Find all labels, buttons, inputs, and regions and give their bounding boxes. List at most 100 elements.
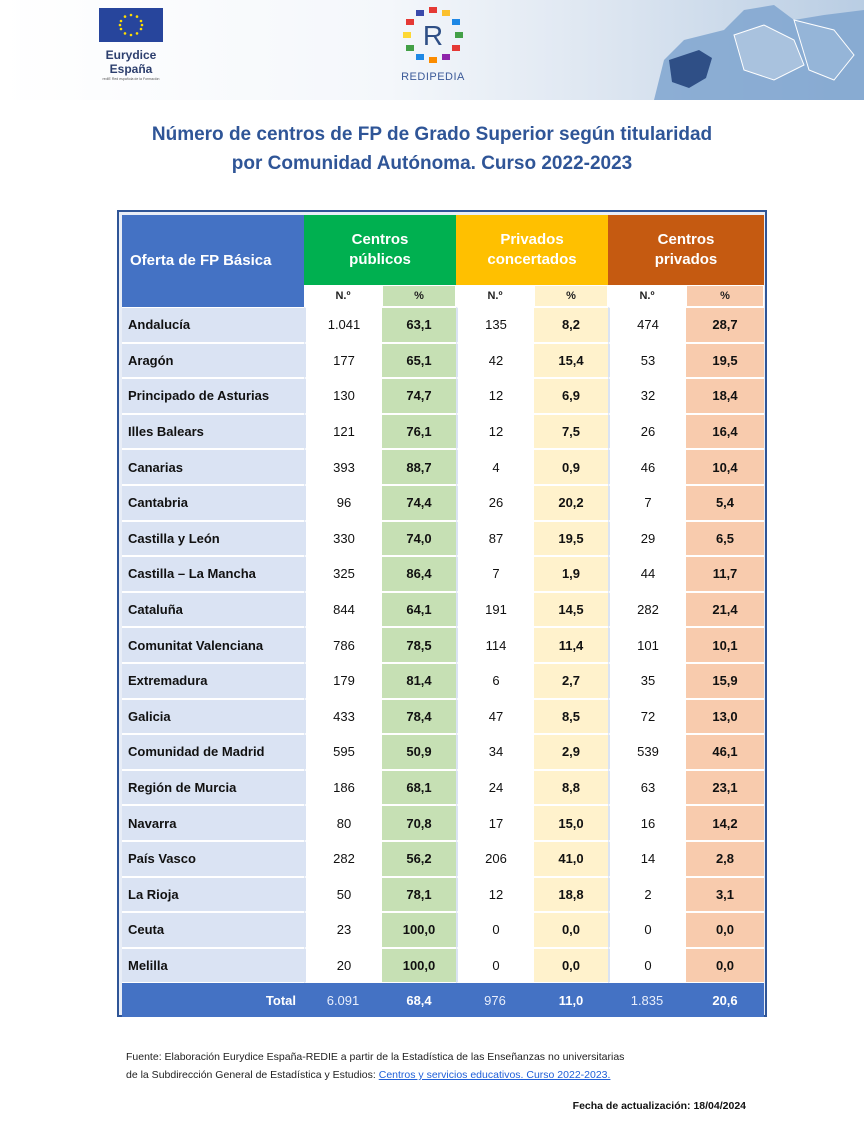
update-date: Fecha de actualización: 18/04/2024 (572, 1100, 746, 1112)
cell-con-p: 7,5 (534, 413, 608, 450)
total-label: Total (122, 983, 304, 1018)
cell-pub-n: 177 (304, 342, 382, 379)
cell-pri-n: 474 (608, 307, 686, 343)
cell-pri-n: 14 (608, 840, 686, 877)
cell-name: Galicia (122, 698, 304, 735)
table-row: Región de Murcia 186 68,1 24 8,8 63 23,1 (122, 769, 764, 806)
sub-header-pub-pct: % (382, 285, 456, 307)
cell-con-n: 4 (456, 449, 534, 485)
cell-name: Andalucía (122, 307, 304, 343)
cell-name: Illes Balears (122, 413, 304, 450)
cell-pub-n: 325 (304, 556, 382, 592)
cell-pri-p: 0,0 (686, 947, 764, 984)
cell-con-n: 206 (456, 840, 534, 877)
eu-flag-icon (99, 8, 163, 42)
cell-name: Ceuta (122, 912, 304, 948)
header-public-label: Centros públicos (349, 231, 411, 268)
cell-pri-p: 18,4 (686, 378, 764, 414)
cell-pub-p: 78,1 (382, 876, 456, 913)
cell-con-p: 0,0 (534, 912, 608, 948)
cell-name: Canarias (122, 449, 304, 485)
header-private-label: Centros privados (654, 231, 718, 268)
cell-pub-n: 20 (304, 947, 382, 984)
cell-con-n: 0 (456, 912, 534, 948)
cell-pri-p: 15,9 (686, 662, 764, 699)
cell-pri-p: 6,5 (686, 520, 764, 557)
table-row: Andalucía 1.041 63,1 135 8,2 474 28,7 (122, 307, 764, 343)
table-row: Galicia 433 78,4 47 8,5 72 13,0 (122, 698, 764, 735)
cell-pri-p: 10,1 (686, 627, 764, 663)
cell-pub-n: 179 (304, 662, 382, 699)
cell-name: La Rioja (122, 876, 304, 913)
cell-name: Comunitat Valenciana (122, 627, 304, 663)
cell-pri-n: 101 (608, 627, 686, 663)
header-region: Oferta de FP Básica (122, 215, 304, 307)
cell-pri-n: 35 (608, 662, 686, 699)
header-public: Centros públicos (304, 215, 456, 285)
total-pub-pct: 68,4 (382, 983, 456, 1018)
cell-pri-p: 11,7 (686, 556, 764, 592)
redipedia-name: REDIPEDIA (401, 71, 465, 83)
eurydice-logo: Eurydice España redIE Red española de la … (86, 8, 176, 94)
cell-con-p: 18,8 (534, 876, 608, 913)
table-row: Comunitat Valenciana 786 78,5 114 11,4 101 10,… (122, 627, 764, 663)
europe-map-image (654, 5, 864, 100)
cell-pri-n: 0 (608, 912, 686, 948)
table-row: Melilla 20 100,0 0 0,0 0 0,0 (122, 947, 764, 984)
cell-pub-p: 100,0 (382, 912, 456, 948)
cell-pri-p: 10,4 (686, 449, 764, 485)
cell-con-p: 2,7 (534, 662, 608, 699)
cell-pri-n: 16 (608, 805, 686, 841)
source-line1: Fuente: Elaboración Eurydice España-REDI… (126, 1051, 625, 1063)
table-row: Ceuta 23 100,0 0 0,0 0 0,0 (122, 912, 764, 948)
cell-pub-n: 282 (304, 840, 382, 877)
cell-pri-p: 16,4 (686, 413, 764, 450)
cell-name: Cataluña (122, 591, 304, 628)
cell-con-p: 0,0 (534, 947, 608, 984)
table-row: Canarias 393 88,7 4 0,9 46 10,4 (122, 449, 764, 485)
cell-pub-p: 86,4 (382, 556, 456, 592)
cell-pub-n: 330 (304, 520, 382, 557)
cell-con-p: 0,9 (534, 449, 608, 485)
cell-pub-n: 595 (304, 734, 382, 770)
cell-pub-n: 433 (304, 698, 382, 735)
cell-pri-n: 63 (608, 769, 686, 806)
cell-pub-n: 96 (304, 484, 382, 521)
cell-con-n: 7 (456, 556, 534, 592)
cell-pri-p: 28,7 (686, 307, 764, 343)
cell-pub-p: 50,9 (382, 734, 456, 770)
cell-pub-p: 56,2 (382, 840, 456, 877)
redipedia-circle-icon: R (403, 7, 463, 63)
cell-pri-p: 5,4 (686, 484, 764, 521)
cell-con-n: 47 (456, 698, 534, 735)
cell-con-p: 8,8 (534, 769, 608, 806)
cell-pub-p: 64,1 (382, 591, 456, 628)
table-row: Navarra 80 70,8 17 15,0 16 14,2 (122, 805, 764, 841)
table-row: Cantabria 96 74,4 26 20,2 7 5,4 (122, 484, 764, 521)
table-row: Illes Balears 121 76,1 12 7,5 26 16,4 (122, 413, 764, 450)
cell-name: Principado de Asturias (122, 378, 304, 414)
eurydice-line1: Eurydice (105, 48, 157, 62)
table-row: Principado de Asturias 130 74,7 12 6,9 32 18,4 (122, 378, 764, 414)
total-con-n: 976 (456, 983, 534, 1018)
cell-name: Melilla (122, 947, 304, 984)
cell-pub-p: 70,8 (382, 805, 456, 841)
header-private: Centros privados (608, 215, 764, 285)
cell-pri-n: 2 (608, 876, 686, 913)
cell-con-n: 17 (456, 805, 534, 841)
cell-name: Cantabria (122, 484, 304, 521)
cell-pri-p: 13,0 (686, 698, 764, 735)
cell-con-p: 41,0 (534, 840, 608, 877)
sub-header-con-pct: % (534, 285, 608, 307)
table-row: Cataluña 844 64,1 191 14,5 282 21,4 (122, 591, 764, 628)
cell-pri-n: 0 (608, 947, 686, 984)
cell-con-n: 12 (456, 876, 534, 913)
title-line1: Número de centros de FP de Grado Superio… (151, 124, 713, 145)
cell-con-n: 0 (456, 947, 534, 984)
cell-pub-n: 393 (304, 449, 382, 485)
source-link[interactable]: Centros y servicios educativos. Curso 20… (378, 1069, 611, 1081)
redipedia-letter: R (423, 20, 443, 51)
cell-con-n: 34 (456, 734, 534, 770)
table-row: Extremadura 179 81,4 6 2,7 35 15,9 (122, 662, 764, 699)
cell-pri-p: 23,1 (686, 769, 764, 806)
